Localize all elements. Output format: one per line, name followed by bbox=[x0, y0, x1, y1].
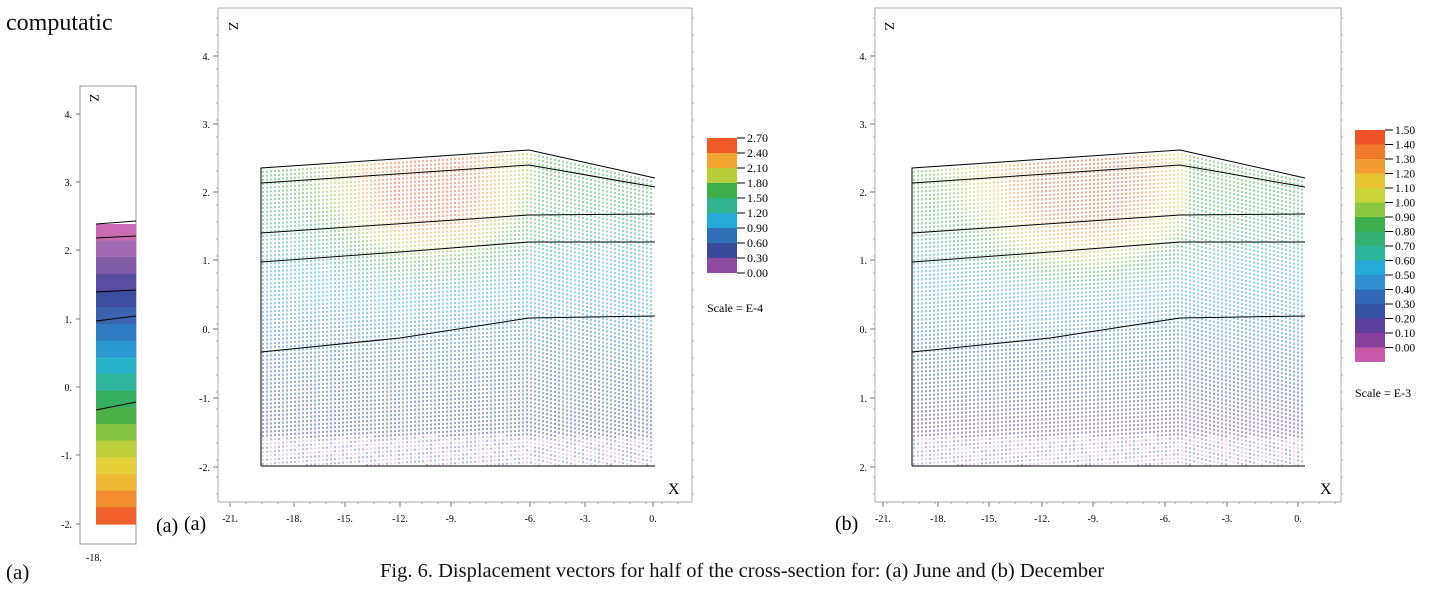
left-fragment-color-band bbox=[96, 241, 136, 258]
z-tick-label: 0. bbox=[203, 325, 211, 336]
x-tick-label: -6. bbox=[525, 514, 536, 525]
left-fragment-color-band bbox=[96, 341, 136, 358]
x-tick-label: -3. bbox=[580, 514, 591, 525]
left-fragment-color-band bbox=[96, 424, 136, 441]
panel-label: (a) bbox=[184, 513, 206, 535]
left-fragment-z-tick: 1. bbox=[65, 315, 73, 326]
left-fragment-color-band bbox=[96, 491, 136, 508]
left-fragment-z-label: Z bbox=[87, 94, 102, 102]
left-fragment-z-tick: 0. bbox=[65, 383, 73, 394]
panel-a: 4. 3. 2. 1. 0. -1. -2. -21. -18. -15. -12. -9. -6. -3… bbox=[184, 8, 768, 535]
left-fragment-color-band bbox=[96, 257, 136, 274]
left-fragment-panel: Z 4. 3. 2. 1. 0. -1. -2. -18. (a) bbox=[61, 86, 178, 564]
left-fragment-color-band bbox=[96, 474, 136, 491]
left-fragment-color-band bbox=[96, 291, 136, 308]
z-tick-label: 3. bbox=[203, 120, 211, 131]
z-tick-label: 4. bbox=[203, 52, 211, 63]
z-tick-label: 1. bbox=[203, 256, 211, 267]
z-tick-label: -2. bbox=[199, 463, 210, 474]
z-axis-label: Z bbox=[225, 22, 240, 31]
left-fragment-panel-label: (a) bbox=[156, 515, 178, 537]
left-fragment-layer-line bbox=[96, 221, 136, 224]
left-fragment-color-band bbox=[96, 224, 136, 241]
left-fragment-z-tick: 2. bbox=[65, 246, 73, 257]
left-fragment-color-band bbox=[96, 391, 136, 408]
left-fragment-z-tick: -2. bbox=[61, 520, 72, 531]
z-tick-label: 2. bbox=[203, 188, 211, 199]
left-fragment-color-band bbox=[96, 374, 136, 391]
x-axis-label: X bbox=[668, 481, 680, 498]
left-fragment-color-band bbox=[96, 357, 136, 374]
x-tick-label: -18. bbox=[286, 514, 302, 525]
left-fragment-color-band bbox=[96, 507, 136, 524]
left-fragment-z-tick: 4. bbox=[65, 110, 73, 121]
left-fragment-color-band bbox=[96, 274, 136, 291]
left-fragment-z-tick: -1. bbox=[61, 451, 72, 462]
left-fragment-color-band bbox=[96, 407, 136, 424]
x-tick-label: -9. bbox=[446, 514, 457, 525]
x-tick-label: 0. bbox=[649, 514, 657, 525]
x-tick-label: -21. bbox=[222, 514, 238, 525]
left-fragment-color-band bbox=[96, 307, 136, 324]
left-fragment-color-band bbox=[96, 457, 136, 474]
left-fragment-z-tick: 3. bbox=[65, 178, 73, 189]
z-tick-label: -1. bbox=[199, 394, 210, 405]
x-tick-label: -15. bbox=[337, 514, 353, 525]
x-tick-label: -12. bbox=[392, 514, 408, 525]
left-fragment-color-band bbox=[96, 324, 136, 341]
left-fragment-color-band bbox=[96, 441, 136, 458]
left-fragment-x-tick: -18. bbox=[86, 553, 102, 564]
